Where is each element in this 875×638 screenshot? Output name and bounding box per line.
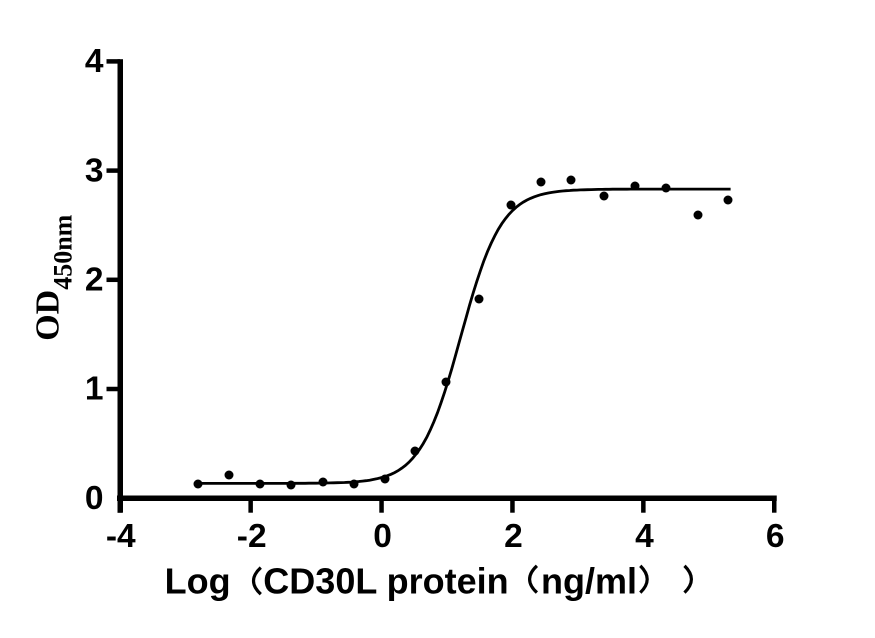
svg-text:ng/ml: ng/ml (541, 560, 637, 601)
svg-text:2: 2 (85, 262, 104, 299)
svg-text:0: 0 (85, 480, 104, 517)
svg-text:2: 2 (504, 518, 523, 555)
svg-text:CD30L protein: CD30L protein (263, 560, 508, 601)
svg-text:4: 4 (85, 43, 104, 80)
svg-text:-4: -4 (106, 518, 136, 555)
svg-text:0: 0 (373, 518, 392, 555)
svg-text:4: 4 (635, 518, 654, 555)
svg-text:6: 6 (766, 518, 785, 555)
svg-text:-2: -2 (237, 518, 267, 555)
svg-text:1: 1 (85, 371, 104, 408)
svg-text:3: 3 (85, 152, 104, 189)
svg-text:Log: Log (165, 560, 231, 601)
